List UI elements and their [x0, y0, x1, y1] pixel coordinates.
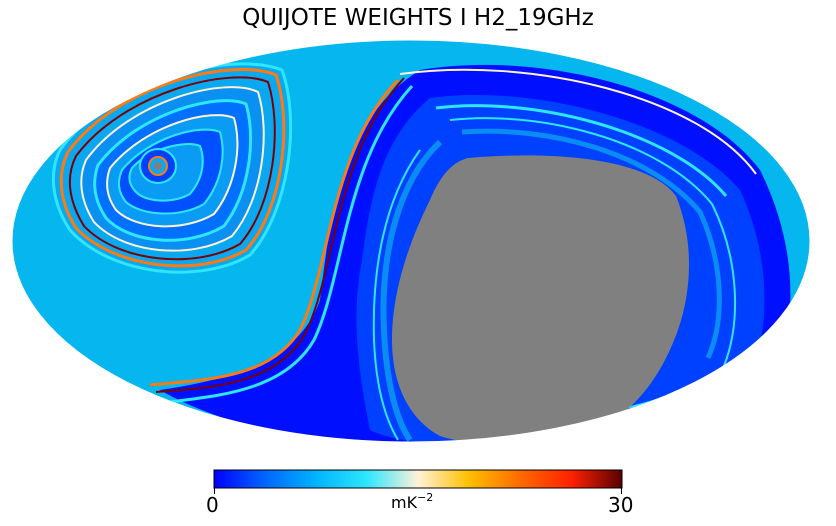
colorbar-max-label: 30 — [608, 493, 634, 517]
colorbar — [213, 469, 623, 489]
colorbar-unit-label: mK−2 — [391, 491, 434, 512]
map-title: QUIJOTE WEIGHTS I H2_19GHz — [242, 5, 594, 31]
left-ring-system — [51, 62, 293, 274]
masked-region — [392, 155, 689, 442]
colorbar-min-label: 0 — [206, 493, 219, 517]
ring-outer-dark — [68, 76, 276, 261]
band-orange-edge — [149, 78, 400, 387]
map-border — [11, 39, 811, 443]
mollweide-map — [12, 40, 810, 442]
ring-outer-orange — [59, 68, 286, 268]
ring-center — [154, 162, 162, 170]
